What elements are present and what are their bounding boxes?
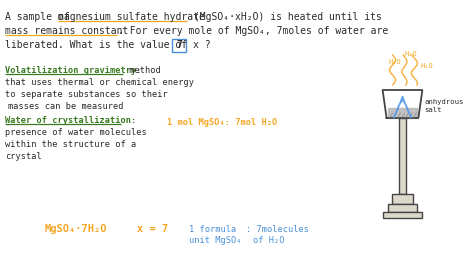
Text: salt: salt: [424, 107, 442, 113]
Text: masses can be measured: masses can be measured: [8, 102, 123, 111]
Bar: [392, 194, 413, 204]
Text: that uses thermal or chemical energy: that uses thermal or chemical energy: [5, 78, 194, 87]
Text: method: method: [124, 66, 161, 75]
Text: 1 mol MgSO₄: 7mol H₂O: 1 mol MgSO₄: 7mol H₂O: [167, 118, 277, 127]
Text: liberated. What is the value of x ?: liberated. What is the value of x ?: [5, 40, 210, 50]
Text: magnesium sulfate hydrate: magnesium sulfate hydrate: [58, 12, 204, 22]
Text: : 7molecules: : 7molecules: [246, 225, 310, 234]
Text: of H₂O: of H₂O: [254, 236, 285, 245]
Text: MgSO₄·7H₂O: MgSO₄·7H₂O: [45, 224, 107, 234]
Text: within the structure of a: within the structure of a: [5, 140, 136, 149]
Polygon shape: [393, 96, 411, 118]
Text: 7: 7: [176, 40, 182, 50]
Bar: [383, 212, 422, 218]
Text: mass remains constant: mass remains constant: [5, 26, 128, 36]
Text: Volatilization gravimetry:: Volatilization gravimetry:: [5, 66, 141, 75]
Text: H₂O: H₂O: [404, 51, 417, 57]
Bar: [388, 204, 418, 212]
Text: H₂O: H₂O: [420, 63, 433, 69]
Text: A sample of: A sample of: [5, 12, 75, 22]
Text: presence of water molecules: presence of water molecules: [5, 128, 147, 137]
FancyBboxPatch shape: [173, 39, 186, 52]
Text: (MgSO₄·xH₂O) is heated until its: (MgSO₄·xH₂O) is heated until its: [188, 12, 382, 22]
Text: x = 7: x = 7: [137, 224, 168, 234]
Text: . For every mole of MgSO₄, 7moles of water are: . For every mole of MgSO₄, 7moles of wat…: [118, 26, 389, 36]
Text: anhydrous: anhydrous: [424, 99, 464, 105]
Text: H₂O: H₂O: [389, 59, 401, 65]
Text: crystal: crystal: [5, 152, 42, 161]
Text: unit MgSO₄: unit MgSO₄: [189, 236, 241, 245]
Text: to separate substances so their: to separate substances so their: [5, 90, 168, 99]
Bar: [400, 118, 406, 194]
Text: Water of crystallization:: Water of crystallization:: [5, 116, 136, 125]
Text: 1 formula: 1 formula: [189, 225, 236, 234]
